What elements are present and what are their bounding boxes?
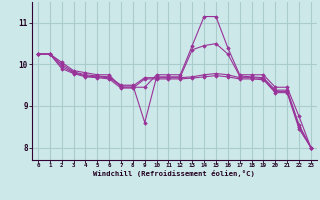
X-axis label: Windchill (Refroidissement éolien,°C): Windchill (Refroidissement éolien,°C): [93, 170, 255, 177]
